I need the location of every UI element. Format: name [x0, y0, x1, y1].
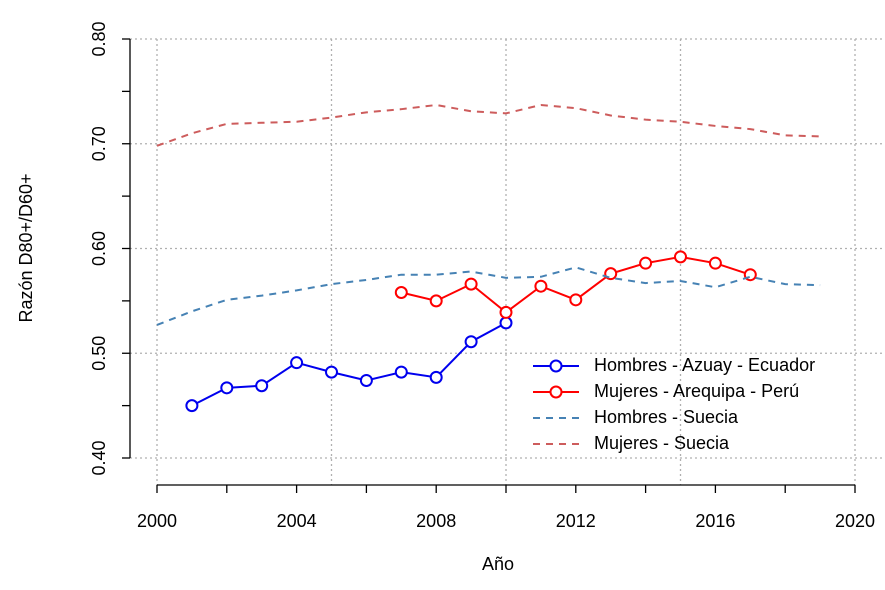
y-tick-label: 0.70 — [89, 126, 109, 161]
x-tick-label: 2000 — [137, 511, 177, 531]
x-tick-label: 2016 — [695, 511, 735, 531]
legend-label: Hombres - Suecia — [594, 407, 739, 427]
marker — [464, 277, 478, 291]
marker — [569, 293, 583, 307]
marker — [708, 256, 722, 270]
marker — [359, 373, 373, 387]
marker — [674, 250, 687, 264]
marker — [394, 365, 408, 379]
marker — [290, 356, 304, 370]
marker — [499, 316, 513, 330]
marker — [185, 399, 199, 413]
x-tick-label: 2020 — [835, 511, 875, 531]
marker — [325, 365, 338, 379]
x-tick-label: 2008 — [416, 511, 456, 531]
legend-marker — [549, 385, 563, 399]
x-tick-label: 2012 — [556, 511, 596, 531]
y-tick-label: 0.60 — [89, 231, 109, 266]
legend-label: Hombres - Azuay - Ecuador — [594, 355, 815, 375]
marker — [429, 294, 443, 308]
legend-label: Mujeres - Suecia — [594, 433, 730, 453]
marker — [429, 370, 443, 384]
marker — [464, 335, 478, 349]
y-tick-label: 0.50 — [89, 336, 109, 371]
series-line — [191, 321, 507, 407]
marker — [639, 256, 653, 270]
x-tick-label: 2004 — [277, 511, 317, 531]
series-line — [156, 266, 821, 326]
legend-label: Mujeres - Arequipa - Perú — [594, 381, 799, 401]
marker — [534, 279, 548, 293]
y-tick-label: 0.40 — [89, 440, 109, 475]
x-axis-label: Año — [482, 554, 514, 574]
marker — [255, 379, 269, 393]
series-line — [156, 103, 821, 147]
y-axis-label: Razón D80+/D60+ — [16, 173, 36, 322]
marker — [220, 381, 234, 395]
y-tick-label: 0.80 — [89, 21, 109, 56]
marker — [499, 305, 513, 319]
legend-marker — [549, 359, 563, 373]
marker — [394, 285, 408, 299]
